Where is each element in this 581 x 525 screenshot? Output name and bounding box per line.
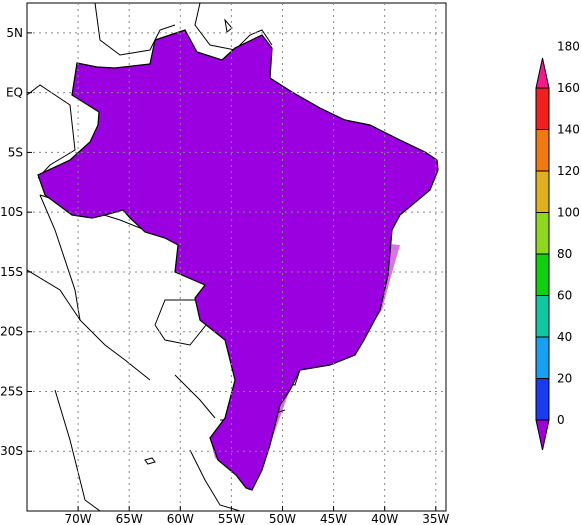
colorbar-segment (535, 87, 550, 130)
lat-tick-label: 20S (0, 325, 23, 339)
colorbar-segment (535, 170, 550, 213)
lat-tick-label: 5S (8, 145, 23, 159)
lat-tick-label: 5N (6, 26, 23, 40)
colorbar-segment (535, 253, 550, 296)
latitude-labels: 5N EQ 5S 10S 15S 20S 25S 30S (0, 26, 32, 458)
colorbar-label: 180 (557, 40, 580, 54)
colorbar-segment (535, 212, 550, 255)
colorbar-label: 0 (557, 413, 565, 427)
longitude-labels: 70W 65W 60W 55W 50W 45W 40W 35W (65, 506, 449, 525)
colorbar-segment (535, 295, 550, 338)
neighbor-outlines (27, 3, 273, 511)
lon-tick-label: 70W (65, 512, 92, 525)
colorbar-label: 60 (557, 289, 572, 303)
colorbar: 0 20 40 60 80 100 120 140 160 180 (535, 40, 580, 451)
lat-tick-label: 30S (0, 444, 23, 458)
colorbar-label: 140 (557, 123, 580, 137)
lon-tick-label: 65W (116, 512, 143, 525)
lon-tick-label: 40W (371, 512, 398, 525)
lat-tick-label: 10S (0, 205, 23, 219)
lon-tick-label: 60W (167, 512, 194, 525)
colorbar-label: 80 (557, 247, 572, 261)
colorbar-segment (535, 378, 550, 421)
lon-tick-label: 45W (320, 512, 347, 525)
lat-tick-label: EQ (6, 86, 23, 100)
colorbar-label: 20 (557, 372, 572, 386)
colorbar-segment (535, 129, 550, 172)
colorbar-segment (535, 336, 550, 379)
colorbar-min-triangle (535, 419, 550, 451)
lat-tick-label: 25S (0, 384, 23, 398)
lon-tick-label: 50W (269, 512, 296, 525)
colorbar-label: 100 (557, 206, 580, 220)
lon-tick-label: 55W (218, 512, 245, 525)
colorbar-label: 120 (557, 164, 580, 178)
colorbar-max-triangle (535, 57, 550, 89)
lon-tick-label: 35W (422, 512, 449, 525)
colorbar-label: 40 (557, 330, 572, 344)
graticule (27, 3, 446, 511)
colorbar-label: 160 (557, 81, 580, 95)
lat-tick-label: 15S (0, 265, 23, 279)
